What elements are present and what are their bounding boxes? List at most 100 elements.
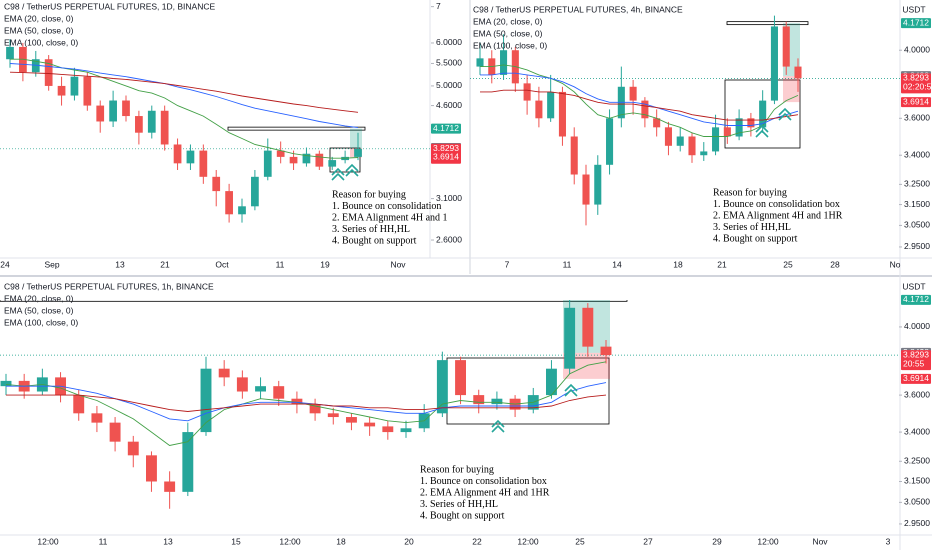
- candle-body: [582, 174, 590, 205]
- y-tick-label: 4.0000: [904, 44, 930, 54]
- price-badge-label: 4.1712: [433, 123, 459, 133]
- y-tick-label: 3.4000: [904, 149, 930, 159]
- annotation-line: Reason for buying: [420, 464, 494, 475]
- plot-area: [0, 300, 900, 509]
- candle-body: [200, 368, 212, 433]
- candle-body: [255, 386, 266, 392]
- candle-body: [688, 136, 696, 156]
- candle-body: [558, 91, 566, 137]
- annotation-line: 1. Bounce on consolidation: [332, 201, 441, 212]
- x-tick-label: 27: [643, 536, 653, 546]
- x-tick-label: 29: [712, 536, 722, 546]
- countdown-label: 20:55: [903, 358, 925, 368]
- x-tick-label: 19: [320, 259, 330, 269]
- x-tick-label: 12:00: [757, 536, 779, 546]
- ema-line: [9, 63, 359, 129]
- profit-zone: [350, 128, 362, 148]
- candle-body: [759, 100, 767, 128]
- y-tick-label: 2.9500: [904, 518, 930, 528]
- ema-line: [6, 394, 607, 412]
- y-tick-label: 3.6000: [904, 389, 930, 399]
- candle-body: [96, 105, 105, 122]
- annotation-line: 2. EMA Alignment 4H and 1: [332, 212, 448, 223]
- price-badge-label: 3.6914: [433, 152, 459, 162]
- candle-body: [400, 428, 412, 433]
- price-badge: [901, 18, 931, 29]
- candle-body: [491, 398, 503, 405]
- candle-body: [500, 50, 508, 75]
- candle-body: [436, 360, 448, 414]
- ema-line: [480, 72, 799, 126]
- annotation-line: 1. Bounce on consolidation box: [713, 199, 840, 210]
- x-tick-label: Nov: [390, 259, 406, 269]
- y-tick-label: 3.1500: [904, 199, 930, 209]
- candle-body: [770, 26, 778, 101]
- x-tick-label: 12:00: [279, 536, 301, 546]
- annotation-line: Reason for buying: [332, 189, 406, 200]
- buy-arrow: [755, 124, 769, 133]
- candle-body: [747, 118, 755, 128]
- x-tick-label: 18: [673, 259, 683, 269]
- x-tick-label: 12:00: [37, 536, 59, 546]
- candle-body: [83, 76, 92, 106]
- y-tick-label: 3.1500: [904, 476, 930, 486]
- candle-body: [547, 91, 555, 119]
- candle-body: [225, 191, 233, 215]
- candle-body: [309, 404, 321, 414]
- y-tick-label: 3.4000: [904, 426, 930, 436]
- candle-body: [291, 398, 303, 405]
- consolidation-box: [724, 79, 801, 149]
- plot-area: [470, 15, 900, 226]
- x-tick-label: Sep: [44, 259, 59, 269]
- y-tick-label: 2.9500: [904, 241, 930, 251]
- candle-body: [629, 86, 637, 101]
- candle-body: [664, 127, 672, 146]
- annotation-line: Reason for buying: [713, 187, 787, 198]
- candle-body: [535, 100, 543, 119]
- y-tick-label: 3.6000: [904, 113, 930, 123]
- x-tick-label: 13: [115, 259, 125, 269]
- candle-body: [91, 413, 103, 423]
- buy-arrow: [345, 163, 359, 172]
- x-tick-label: 12:00: [517, 536, 539, 546]
- countdown-label: 02:20:55: [903, 82, 932, 92]
- consolidation-box: [329, 147, 361, 173]
- x-tick-label: 14: [612, 259, 622, 269]
- chart-title: C98 / TetherUS PERPETUAL FUTURES, 4h, BI…: [473, 4, 683, 14]
- buy-arrow: [331, 167, 345, 176]
- price-badge: [901, 373, 931, 384]
- candle-body: [57, 85, 66, 96]
- y-tick-label: 4.6000: [436, 100, 462, 110]
- buy-arrow: [755, 129, 769, 138]
- x-tick-label: Oct: [215, 259, 229, 269]
- price-badge: [901, 294, 931, 305]
- candle-body: [546, 368, 557, 396]
- x-tick-label: 21: [160, 259, 170, 269]
- annotation-line: 2. EMA Alignment 4H and 1HR: [420, 487, 550, 498]
- candle-body: [146, 455, 157, 482]
- legend-entry: EMA (20, close, 0): [473, 16, 543, 26]
- price-badge-label: 4.1712: [903, 17, 929, 27]
- candle-body: [676, 136, 684, 146]
- candle-body: [570, 136, 578, 175]
- chart-title: C98 / TetherUS PERPETUAL FUTURES, 1D, BI…: [4, 1, 215, 11]
- candle-body: [186, 150, 195, 164]
- candle-body: [263, 150, 272, 177]
- candle-body: [346, 417, 357, 423]
- x-tick-label: 20: [404, 536, 414, 546]
- annotation-line: 3. Series of HH,HL: [332, 224, 410, 235]
- candle-body: [135, 116, 143, 133]
- ema-line: [480, 89, 799, 121]
- candle-body: [238, 206, 246, 215]
- x-tick-label: 24: [0, 259, 10, 269]
- buy-arrow: [564, 388, 578, 397]
- price-badge: [901, 350, 931, 371]
- candle-body: [199, 150, 208, 177]
- candle-body: [31, 59, 40, 73]
- x-tick-label: 25: [575, 536, 585, 546]
- candle-body: [582, 307, 594, 347]
- price-badge-label: 3.8293: [433, 143, 459, 153]
- candle-body: [160, 110, 169, 145]
- candle-body: [564, 307, 576, 369]
- y-tick-label: 3.2500: [904, 179, 930, 189]
